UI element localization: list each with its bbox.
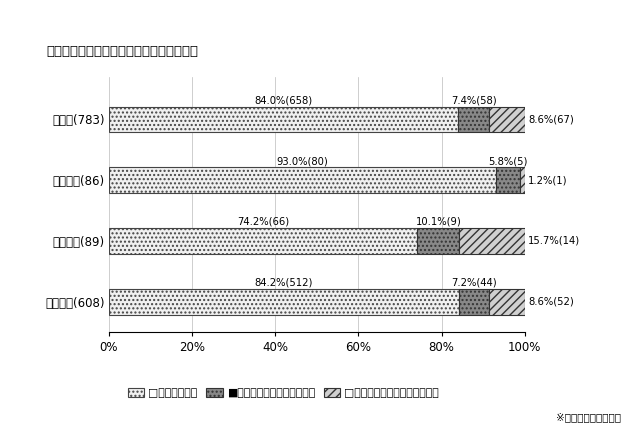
- Bar: [109, 106, 458, 132]
- Text: 8.6%(67): 8.6%(67): [528, 114, 574, 124]
- Text: 84.0%(658): 84.0%(658): [255, 95, 312, 105]
- Bar: [109, 167, 495, 193]
- Bar: [489, 106, 525, 132]
- Bar: [489, 289, 525, 315]
- Bar: [417, 228, 460, 254]
- Text: ・クラウドの運用状況（国公私立大学別）: ・クラウドの運用状況（国公私立大学別）: [47, 46, 198, 58]
- Text: 10.1%(9): 10.1%(9): [415, 217, 461, 227]
- Bar: [520, 167, 525, 193]
- Text: 7.4%(58): 7.4%(58): [451, 95, 497, 105]
- Text: ※　（　）内は大学数: ※ （ ）内は大学数: [556, 412, 621, 422]
- Bar: [458, 106, 489, 132]
- Text: 15.7%(14): 15.7%(14): [528, 236, 580, 246]
- Text: 1.2%(1): 1.2%(1): [528, 175, 568, 185]
- Legend: □運用している, ■運用について検討している, □運用について検討していない: □運用している, ■運用について検討している, □運用について検討していない: [124, 384, 444, 403]
- Text: 74.2%(66): 74.2%(66): [237, 217, 289, 227]
- Bar: [109, 228, 417, 254]
- Text: 8.6%(52): 8.6%(52): [528, 297, 574, 307]
- Text: 5.8%(5): 5.8%(5): [488, 156, 527, 166]
- Text: 84.2%(512): 84.2%(512): [255, 278, 313, 288]
- Bar: [109, 289, 459, 315]
- Bar: [459, 289, 489, 315]
- Bar: [495, 167, 520, 193]
- Text: 7.2%(44): 7.2%(44): [451, 278, 497, 288]
- Text: 93.0%(80): 93.0%(80): [276, 156, 328, 166]
- Bar: [460, 228, 525, 254]
